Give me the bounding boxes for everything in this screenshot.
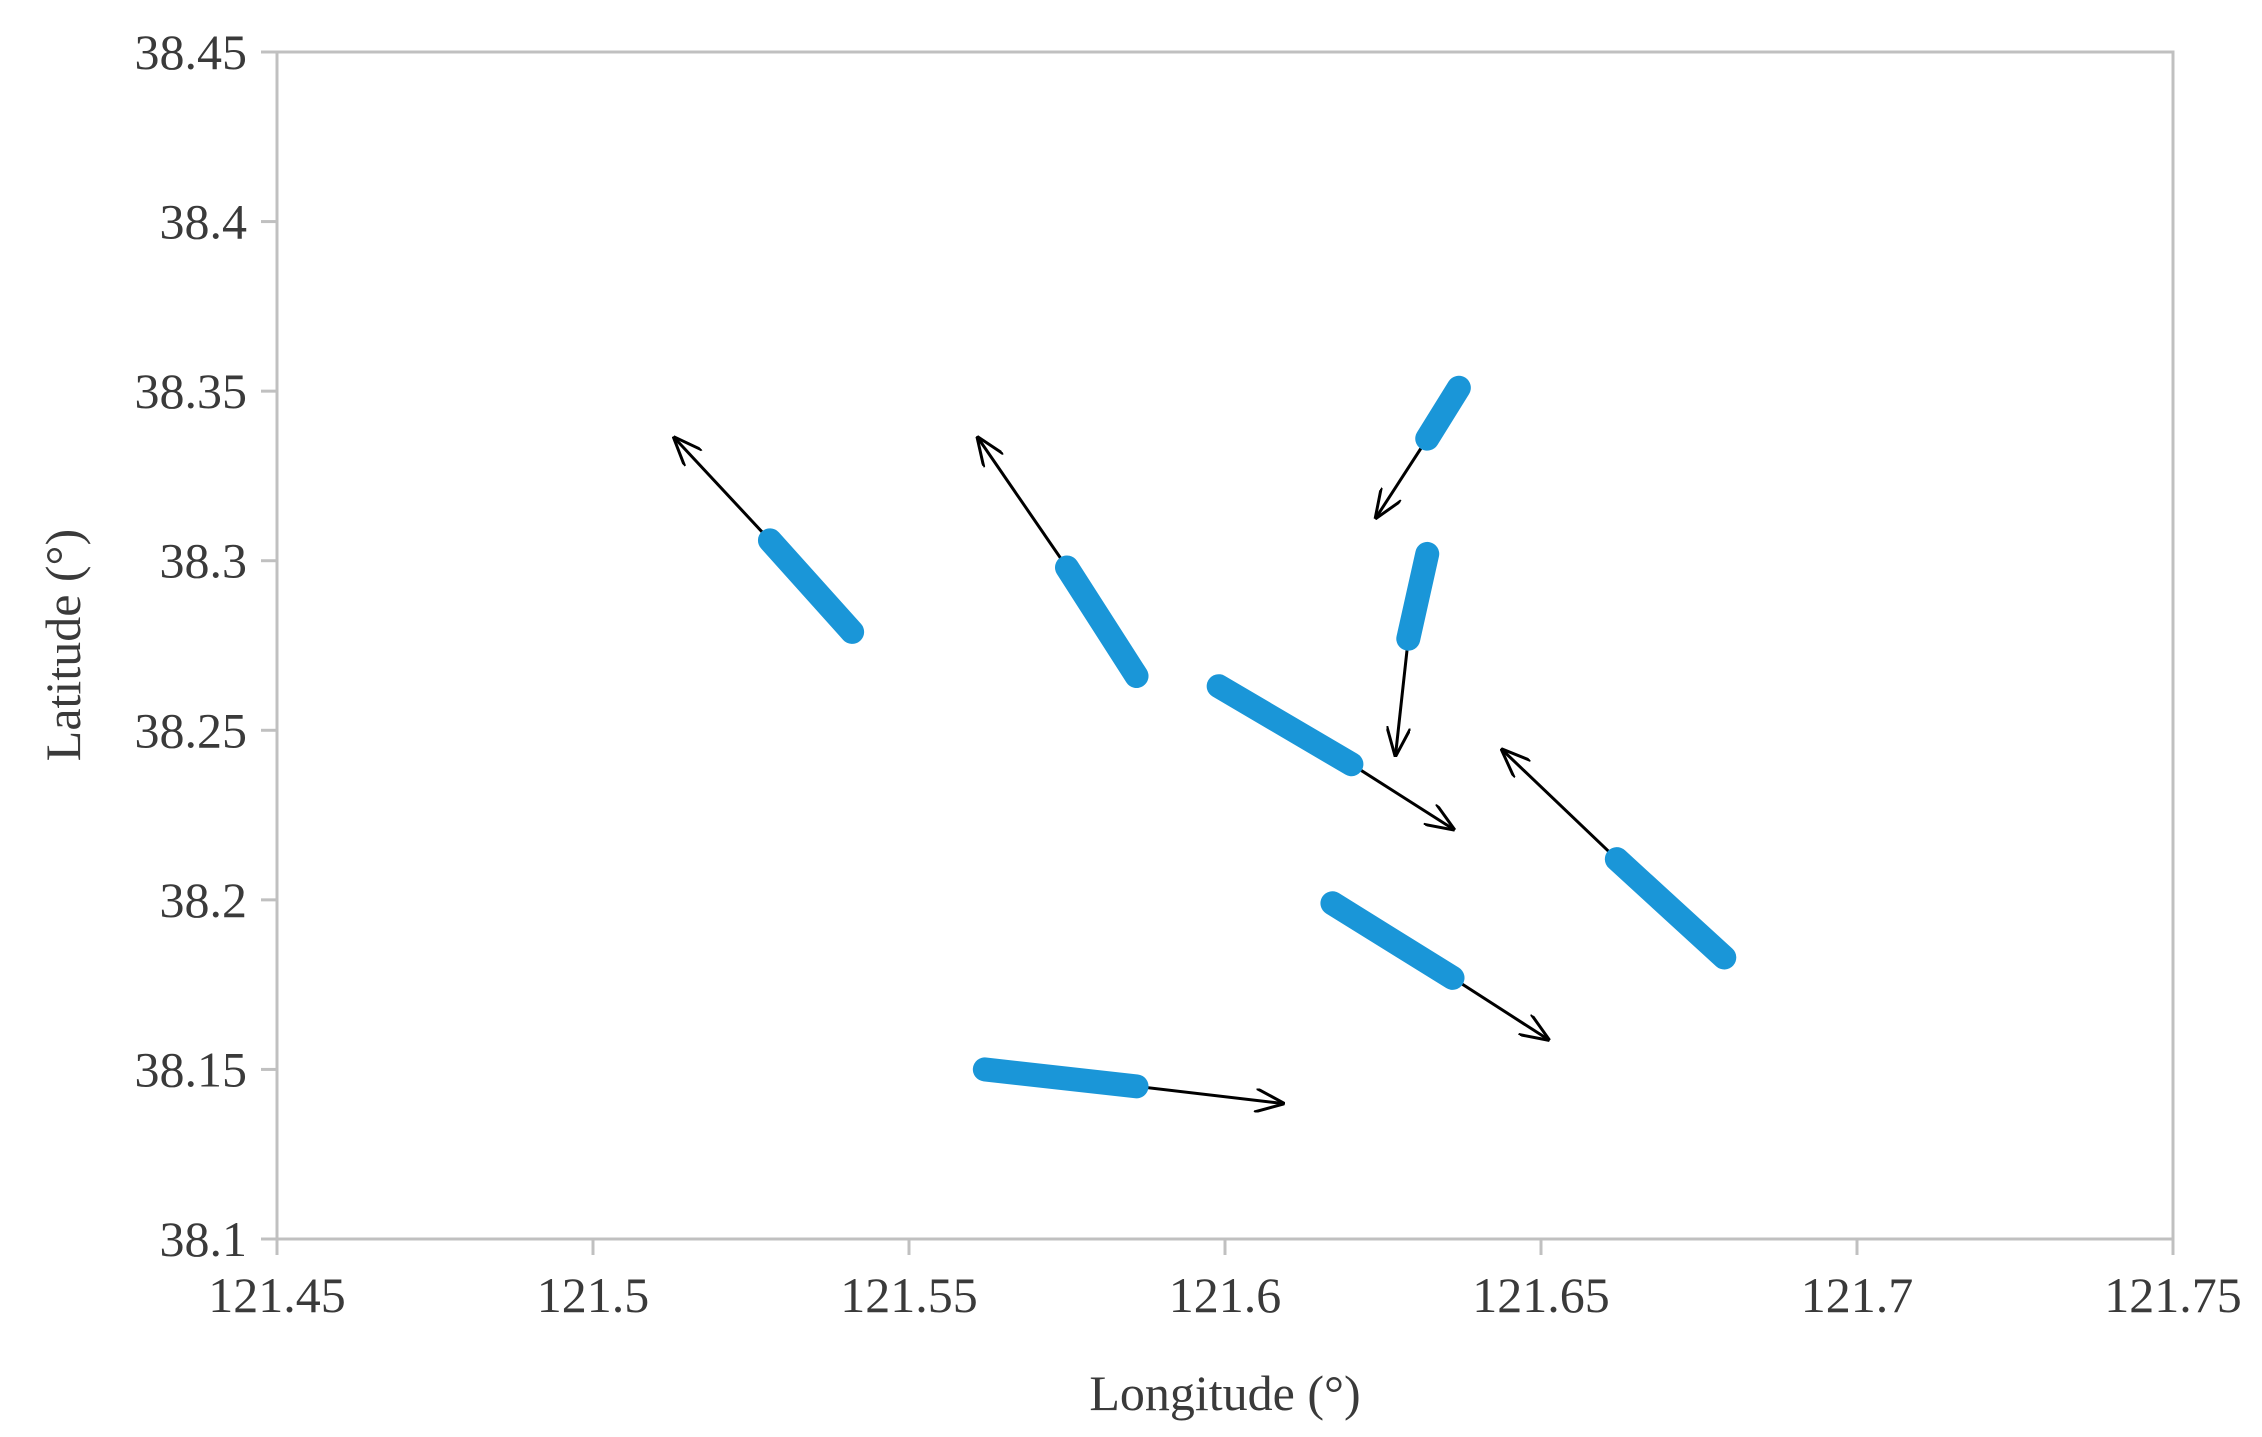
x-tick-label: 121.7 (1801, 1267, 1914, 1323)
x-tick-label: 121.75 (2104, 1267, 2242, 1323)
trajectory-segment-3 (1415, 375, 1471, 451)
drift-arrow-5 (1350, 762, 1452, 828)
y-tick-label: 38.2 (160, 872, 248, 928)
y-tick-label: 38.35 (135, 363, 248, 419)
trajectory-segment-2 (1055, 555, 1149, 689)
trajectory-segment-4 (1396, 541, 1440, 651)
x-tick-label: 121.55 (840, 1267, 978, 1323)
y-axis: 38.45 38.4 38.35 38.3 38.25 38.2 38.15 38.1 (135, 24, 277, 1267)
x-tick-label: 121.6 (1169, 1267, 1282, 1323)
y-tick-label: 38.4 (160, 194, 248, 250)
trajectory-segment-5 (1206, 674, 1364, 777)
x-axis-title: Longitude (°) (1089, 1365, 1360, 1421)
drift-arrow-7 (1451, 976, 1548, 1039)
x-axis: 121.45 121.5 121.55 121.6 121.65 121.7 121.75 (208, 1239, 2242, 1323)
drift-arrow-4 (1396, 638, 1409, 754)
x-tick-label: 121.5 (537, 1267, 650, 1323)
y-axis-title: Latitude (°) (35, 529, 91, 761)
y-tick-label: 38.1 (160, 1211, 248, 1267)
trajectory-segment-8 (972, 1057, 1149, 1099)
y-tick-label: 38.25 (135, 702, 248, 758)
y-tick-label: 38.3 (160, 533, 248, 589)
x-tick-label: 121.45 (208, 1267, 346, 1323)
plot-area-frame (275, 50, 2175, 1241)
drift-arrow-2 (979, 439, 1069, 569)
plot-marks (675, 375, 1737, 1104)
drift-arrow-8 (1136, 1084, 1282, 1103)
drift-arrow-3 (1377, 437, 1429, 517)
trajectory-segment-6 (1604, 847, 1737, 970)
trajectory-segment-7 (1320, 891, 1465, 990)
x-tick-label: 121.65 (1472, 1267, 1610, 1323)
y-tick-label: 38.15 (135, 1041, 248, 1097)
drift-arrow-6 (1503, 751, 1618, 861)
drift-arrow-1 (675, 439, 772, 542)
y-tick-label: 38.45 (135, 24, 248, 80)
trajectory-segment-1 (757, 528, 865, 644)
